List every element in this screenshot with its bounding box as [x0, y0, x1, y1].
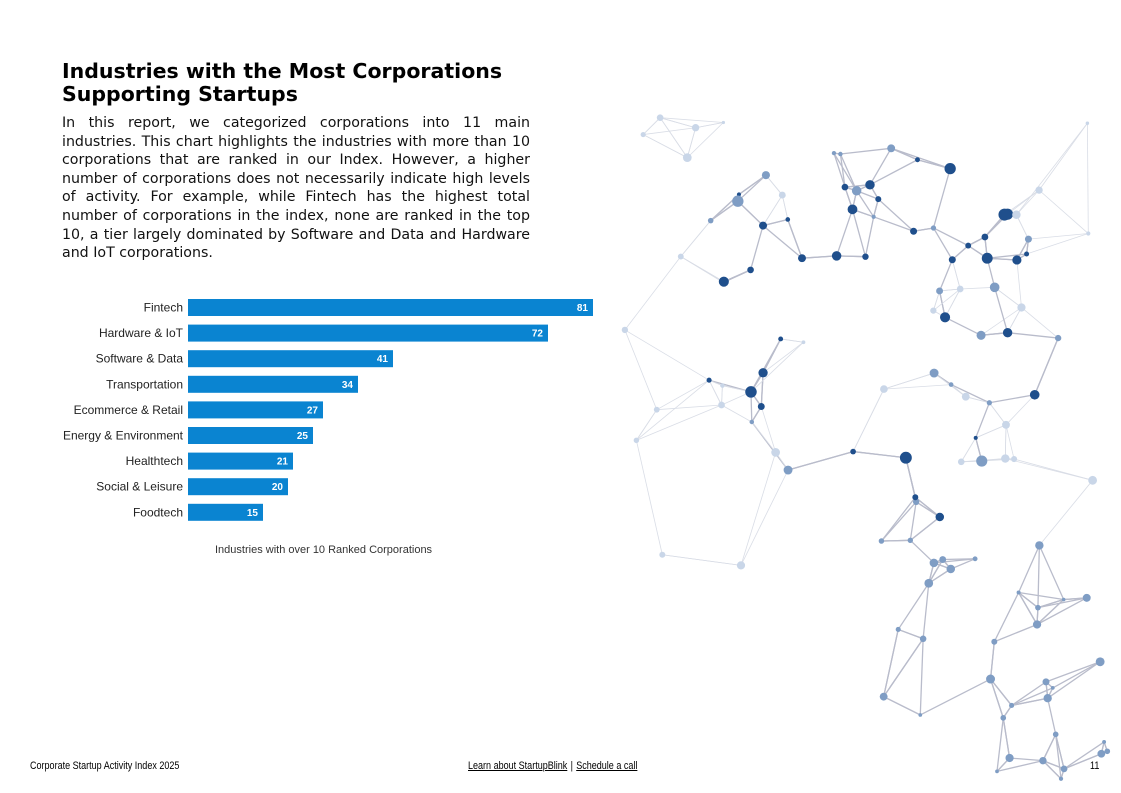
learn-about-link[interactable]: Learn about StartupBlink — [468, 760, 568, 772]
chart-row: Fintech 81 — [144, 299, 593, 316]
footer-links: Learn about StartupBlink | Schedule a call — [468, 760, 637, 772]
category-label: Software & Data — [96, 352, 184, 366]
category-label: Ecommerce & Retail — [74, 403, 183, 417]
bar — [188, 503, 263, 521]
bar — [188, 324, 548, 342]
bar-value-label: 21 — [277, 457, 289, 468]
network-nodes — [621, 114, 1111, 781]
bar-value-label: 15 — [247, 508, 259, 519]
chart-row: Ecommerce & Retail 27 — [74, 401, 323, 419]
chart-row: Healthtech 21 — [126, 452, 293, 470]
chart-row: Foodtech 15 — [133, 503, 263, 521]
chart-row: Hardware & IoT 72 — [99, 324, 548, 342]
chart-caption: Industries with over 10 Ranked Corporati… — [215, 544, 433, 556]
bar-value-label: 72 — [532, 329, 544, 340]
network-links — [624, 117, 1108, 780]
category-label: Fintech — [144, 301, 183, 315]
bar — [188, 452, 293, 470]
chart-row: Software & Data 41 — [96, 350, 393, 368]
bar-value-label: 25 — [297, 431, 309, 442]
bar — [188, 427, 313, 444]
industries-bar-chart: Fintech 81 Hardware & IoT 72 Software & Data… — [63, 299, 593, 521]
chart-row: Transportation 34 — [106, 375, 358, 393]
footer-separator: | — [570, 760, 573, 772]
category-label: Hardware & IoT — [99, 326, 184, 340]
category-label: Healthtech — [126, 454, 183, 468]
category-label: Energy & Environment — [63, 429, 184, 443]
category-label: Social & Leisure — [96, 480, 183, 494]
bar-value-label: 20 — [272, 482, 284, 493]
schedule-call-link[interactable]: Schedule a call — [576, 760, 638, 772]
intro-paragraph: In this report, we categorized corporati… — [62, 115, 530, 262]
bar — [188, 375, 358, 393]
page-number: 11 — [1089, 760, 1099, 772]
chart-row: Energy & Environment 25 — [63, 427, 313, 444]
chart-row: Social & Leisure 20 — [96, 478, 288, 496]
bar-value-label: 41 — [377, 354, 389, 365]
bar — [188, 350, 393, 368]
bar — [188, 299, 593, 316]
bar-value-label: 81 — [577, 303, 589, 314]
bar — [188, 478, 288, 496]
footer-report-title: Corporate Startup Activity Index 2025 — [30, 760, 180, 772]
bar-value-label: 27 — [307, 405, 319, 416]
category-label: Foodtech — [133, 505, 183, 519]
category-label: Transportation — [106, 377, 183, 391]
bar — [188, 401, 323, 419]
bar-value-label: 34 — [342, 380, 354, 391]
page-title: Industries with the Most Corporations Su… — [62, 59, 503, 106]
network-globe-illustration — [621, 114, 1111, 781]
